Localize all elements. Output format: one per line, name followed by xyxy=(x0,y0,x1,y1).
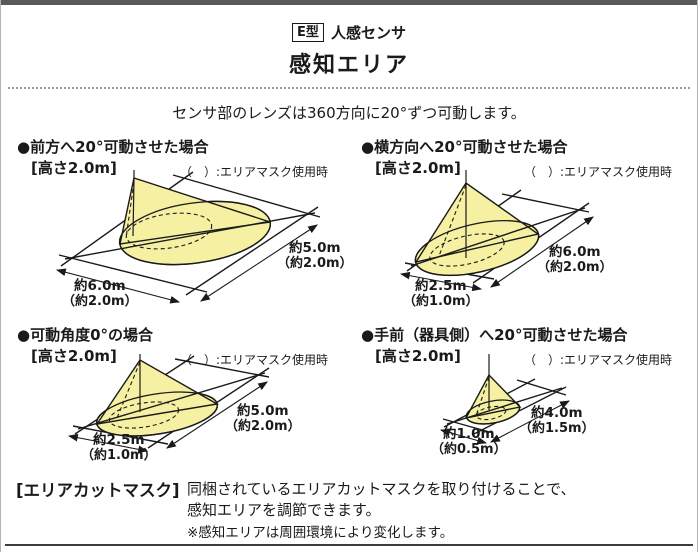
area-cut-mask-description: 同梱されているエリアカットマスクを取り付けることで、 感知エリアを調節できます。… xyxy=(187,479,576,544)
dimension-value: 約4.0m xyxy=(531,405,583,421)
dimension-value: 約6.0m xyxy=(74,278,126,294)
dimension-depth-label: 約2.5m （約1.0m） xyxy=(81,432,157,464)
area-mask-note: （ ）:エリアマスク使用時 xyxy=(180,165,329,179)
footer-note: ※感知エリアは周囲環境により変化します。 xyxy=(187,525,454,541)
dimension-value: 約2.5m xyxy=(93,432,145,448)
footer-line2: 感知エリアを調節できます。 xyxy=(187,501,381,519)
diagram-section-zero-angle: ●可動角度0°の場合 [高さ2.0m] （ ）:エリアマスク使用時 約2.5m … xyxy=(17,324,353,512)
zero-angle-cone-diagram xyxy=(67,354,270,454)
area-mask-note: （ ）:エリアマスク使用時 xyxy=(524,353,673,367)
sensor-lens-note: センサ部のレンズは360方向に20°ずつ可動します。 xyxy=(172,104,526,122)
mount-height-label: [高さ2.0m] xyxy=(375,347,461,365)
diagram-section-front-tilt: ●前方へ20°可動させた場合 [高さ2.0m] （ ）:エリアマスク使用時 約6… xyxy=(17,136,353,324)
front-tilt-cone-diagram xyxy=(55,170,321,304)
dimension-masked-value: （約1.5m） xyxy=(519,421,595,437)
dimension-depth-label: 約6.0m （約2.0m） xyxy=(62,278,138,310)
section-heading: ●可動角度0°の場合 xyxy=(17,326,154,344)
dimension-masked-value: （約1.0m） xyxy=(403,294,479,310)
area-mask-note: （ ）:エリアマスク使用時 xyxy=(524,165,673,179)
dimension-width-label: 約5.0m （約2.0m） xyxy=(277,240,353,272)
type-badge: E型 xyxy=(292,23,324,42)
page-title: 感知エリア xyxy=(288,53,409,78)
dimension-masked-value: （約2.0m） xyxy=(62,294,138,310)
dimension-depth-label: 約1.0m （約0.5m） xyxy=(431,426,507,458)
dimension-value: 約5.0m xyxy=(237,403,289,419)
section-heading: ●前方へ20°可動させた場合 xyxy=(17,138,209,156)
dimension-depth-label: 約2.5m （約1.0m） xyxy=(403,278,479,310)
dotted-divider xyxy=(8,87,690,89)
dimension-value: 約5.0m xyxy=(289,240,341,256)
footer-line1: 同梱されているエリアカットマスクを取り付けることで、 xyxy=(187,480,576,498)
side-tilt-cone-diagram xyxy=(399,170,594,292)
dimension-width-label: 約5.0m （約2.0m） xyxy=(225,403,301,435)
bottom-rule xyxy=(5,544,693,546)
mount-height-label: [高さ2.0m] xyxy=(31,347,117,365)
section-heading: ●横方向へ20°可動させた場合 xyxy=(361,138,568,156)
dimension-masked-value: （約0.5m） xyxy=(431,442,507,458)
diagram-section-near-tilt: ●手前（器具側）へ20°可動させた場合 [高さ2.0m] （ ）:エリアマスク使… xyxy=(361,324,697,512)
header-row: E型 人感センサ xyxy=(1,22,697,43)
dimension-masked-value: （約1.0m） xyxy=(81,448,157,464)
dimension-masked-value: （約2.0m） xyxy=(537,260,613,276)
mount-height-label: [高さ2.0m] xyxy=(31,159,117,177)
dimension-value: 約6.0m xyxy=(549,244,601,260)
near-tilt-cone-diagram xyxy=(439,354,570,445)
section-heading: ●手前（器具側）へ20°可動させた場合 xyxy=(361,326,628,344)
dimension-value: 約2.5m xyxy=(415,278,467,294)
dimension-masked-value: （約2.0m） xyxy=(225,419,301,435)
area-mask-note: （ ）:エリアマスク使用時 xyxy=(180,353,329,367)
dimension-masked-value: （約2.0m） xyxy=(277,256,353,272)
mount-height-label: [高さ2.0m] xyxy=(375,159,461,177)
sensor-type-label: 人感センサ xyxy=(330,24,406,42)
top-bar xyxy=(1,0,697,5)
diagram-section-side-tilt: ●横方向へ20°可動させた場合 [高さ2.0m] （ ）:エリアマスク使用時 約… xyxy=(361,136,697,324)
area-cut-mask-label: [エリアカットマスク] xyxy=(16,481,180,500)
dimension-value: 約1.0m xyxy=(443,426,495,442)
dimension-width-label: 約4.0m （約1.5m） xyxy=(519,405,595,437)
dimension-width-label: 約6.0m （約2.0m） xyxy=(537,244,613,276)
